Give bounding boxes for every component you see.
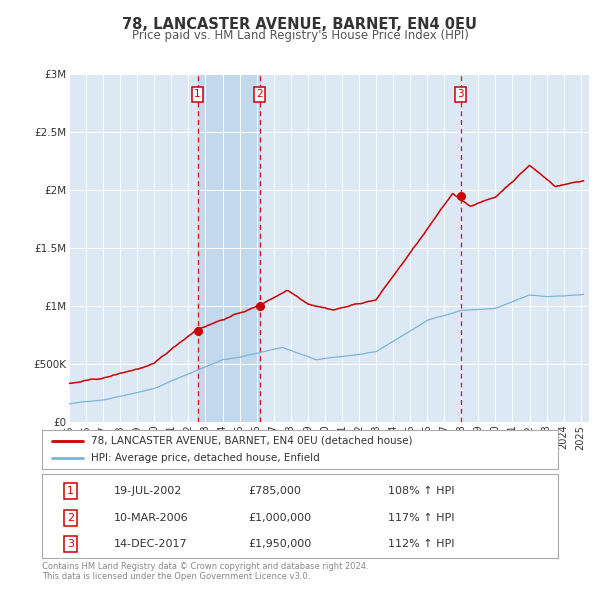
- Text: 3: 3: [457, 90, 464, 99]
- Text: 112% ↑ HPI: 112% ↑ HPI: [388, 539, 454, 549]
- Text: 108% ↑ HPI: 108% ↑ HPI: [388, 486, 454, 496]
- Text: 3: 3: [67, 539, 74, 549]
- Text: 2: 2: [257, 90, 263, 99]
- Text: 78, LANCASTER AVENUE, BARNET, EN4 0EU (detached house): 78, LANCASTER AVENUE, BARNET, EN4 0EU (d…: [91, 435, 413, 445]
- Text: 1: 1: [67, 486, 74, 496]
- Text: HPI: Average price, detached house, Enfield: HPI: Average price, detached house, Enfi…: [91, 453, 320, 463]
- Text: 78, LANCASTER AVENUE, BARNET, EN4 0EU: 78, LANCASTER AVENUE, BARNET, EN4 0EU: [122, 17, 478, 31]
- Text: 2: 2: [67, 513, 74, 523]
- Text: 14-DEC-2017: 14-DEC-2017: [114, 539, 188, 549]
- Text: 19-JUL-2002: 19-JUL-2002: [114, 486, 182, 496]
- Text: £785,000: £785,000: [248, 486, 301, 496]
- Text: Contains HM Land Registry data © Crown copyright and database right 2024.: Contains HM Land Registry data © Crown c…: [42, 562, 368, 571]
- Text: 10-MAR-2006: 10-MAR-2006: [114, 513, 189, 523]
- Text: £1,950,000: £1,950,000: [248, 539, 311, 549]
- Text: Price paid vs. HM Land Registry's House Price Index (HPI): Price paid vs. HM Land Registry's House …: [131, 30, 469, 42]
- Text: This data is licensed under the Open Government Licence v3.0.: This data is licensed under the Open Gov…: [42, 572, 310, 581]
- Text: £1,000,000: £1,000,000: [248, 513, 311, 523]
- Text: 117% ↑ HPI: 117% ↑ HPI: [388, 513, 454, 523]
- Bar: [197, 74, 260, 422]
- Text: 1: 1: [194, 90, 201, 99]
